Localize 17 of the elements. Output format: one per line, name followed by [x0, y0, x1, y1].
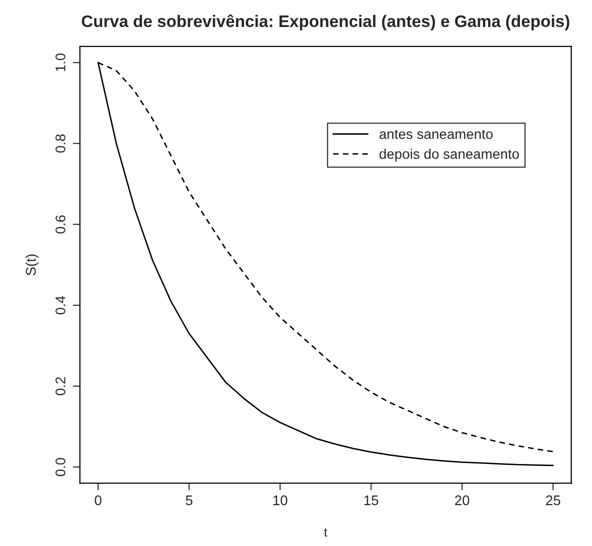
x-tick-label: 20 — [455, 495, 470, 506]
y-tick-label: 1.0 — [56, 53, 66, 72]
legend-label: depois do saneamento — [380, 148, 519, 162]
x-axis-title: t — [324, 528, 328, 537]
legend-label: antes saneamento — [380, 130, 493, 139]
y-tick-label: 0.8 — [56, 134, 66, 153]
x-tick-label: 5 — [186, 496, 192, 506]
x-tick-label: 15 — [364, 496, 378, 506]
y-tick-label: 0.4 — [56, 296, 66, 314]
y-tick-label: 0.0 — [56, 458, 66, 476]
y-axis-title: S(t) — [26, 254, 38, 276]
chart-title: Curva de sobrevivência: Exponencial (antes) e Gama (depois) — [82, 14, 570, 30]
y-tick-label: 0.6 — [56, 215, 66, 234]
x-tick-label: 0 — [94, 495, 102, 506]
x-tick-label: 25 — [546, 495, 560, 506]
x-tick-label: 10 — [273, 495, 288, 506]
y-tick-label: 0.2 — [56, 377, 66, 396]
